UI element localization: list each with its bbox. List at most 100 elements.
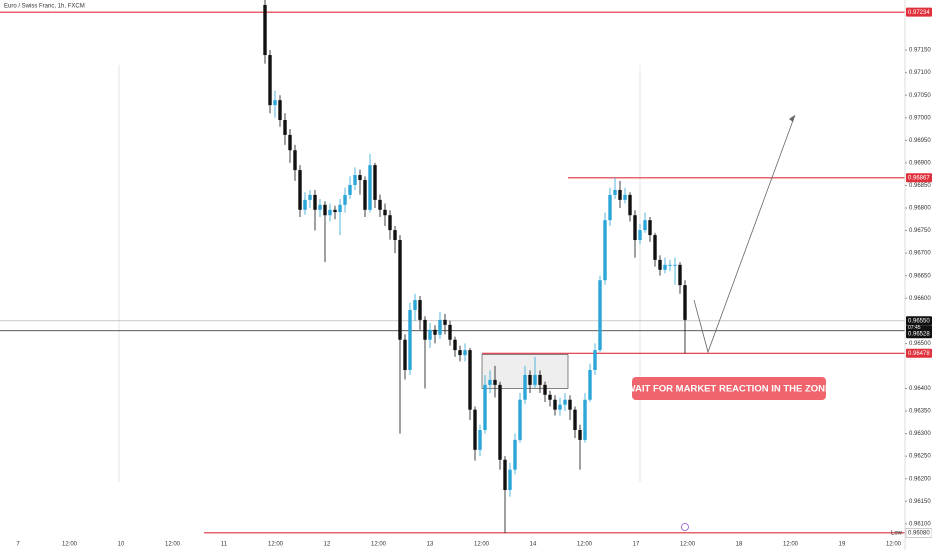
- candle-body: [588, 369, 592, 400]
- candle-body: [358, 175, 362, 181]
- candle-body: [643, 220, 647, 231]
- level-label: 0.96867: [908, 175, 930, 181]
- candle-body: [663, 264, 667, 270]
- y-tick-label: 0.97000: [909, 115, 931, 121]
- y-tick-label: 0.96100: [909, 521, 931, 527]
- candle-body: [673, 264, 677, 266]
- candle-body: [658, 259, 662, 270]
- candle-body: [548, 394, 552, 400]
- candle-body: [618, 189, 622, 200]
- low-caption: Low: [891, 530, 903, 536]
- candle-body: [448, 324, 452, 340]
- x-tick-label: 11: [221, 542, 228, 548]
- candle-body: [473, 409, 477, 450]
- level-label: 0.97234: [908, 10, 930, 16]
- y-tick-label: 0.96300: [909, 431, 931, 437]
- candle-body: [528, 374, 532, 385]
- y-tick-label: 0.96950: [909, 138, 931, 144]
- y-tick-label: 0.96250: [909, 454, 931, 460]
- candle-body: [613, 189, 617, 195]
- candle-body: [488, 379, 492, 385]
- candle-body: [578, 429, 582, 440]
- candle-body: [283, 120, 287, 135]
- low-label: 0.96080: [908, 530, 930, 536]
- candle-body: [483, 384, 487, 430]
- candle-body: [598, 280, 602, 351]
- candle-body: [413, 300, 417, 310]
- arrow-head: [789, 115, 795, 122]
- candle-body: [433, 329, 437, 335]
- last-price-label-box: [906, 316, 932, 326]
- annotation-text: WAIT FOR MARKET REACTION IN THE ZONE: [627, 384, 832, 395]
- candle-body: [288, 134, 292, 151]
- y-tick-label: 0.96350: [909, 409, 931, 415]
- countdown: 07:45: [908, 325, 921, 331]
- candle-body: [553, 399, 557, 410]
- candle-body: [508, 469, 512, 490]
- candle-body: [333, 209, 337, 213]
- candle-body: [523, 374, 527, 400]
- projection-arrow: [693, 114, 796, 354]
- candle-body: [493, 379, 497, 385]
- candle-body: [423, 319, 427, 340]
- candles-layer: [263, 0, 687, 533]
- y-tick-label: 0.96750: [909, 228, 931, 234]
- candle-body: [628, 194, 632, 216]
- candle-body: [453, 339, 457, 351]
- candle-body: [318, 204, 322, 210]
- x-tick-label: 12:00: [371, 542, 387, 548]
- candle-body: [653, 235, 657, 260]
- candle-body: [313, 194, 317, 210]
- candle-body: [328, 209, 332, 216]
- candle-body: [373, 165, 377, 200]
- candle-body: [668, 264, 672, 266]
- candle-body: [558, 404, 562, 410]
- x-tick-label: 18: [736, 542, 743, 548]
- candle-body: [278, 100, 282, 121]
- candle-body: [383, 209, 387, 216]
- y-tick-label: 0.96850: [909, 183, 931, 189]
- low-box: [905, 528, 932, 538]
- prev-close-label-box: [906, 329, 932, 339]
- x-tick-label: 14: [530, 542, 537, 548]
- level-label-box: [906, 348, 932, 358]
- candle-body: [468, 350, 472, 410]
- y-tick-label: 0.96400: [909, 386, 931, 392]
- candle-body: [638, 230, 642, 241]
- x-tick-label: 12:00: [165, 542, 181, 548]
- candle-body: [513, 439, 517, 470]
- y-tick-label: 0.96500: [909, 341, 931, 347]
- candle-body: [293, 150, 297, 171]
- y-tick-label: 0.97100: [909, 70, 931, 76]
- candle-body: [308, 194, 312, 200]
- candle-body: [573, 409, 577, 430]
- candle-body: [563, 399, 567, 405]
- candle-body: [498, 384, 502, 460]
- x-tick-label: 13: [427, 542, 434, 548]
- candle-body: [623, 194, 627, 200]
- price-axis: [905, 0, 932, 550]
- candle-body: [343, 194, 347, 205]
- axis-layer: 0.96100 0.96150 0.96200 0.96250 0.96300 0.963…: [16, 0, 932, 550]
- x-tick-label: 10: [118, 542, 125, 548]
- candle-body: [363, 180, 367, 210]
- x-tick-label: 12:00: [680, 542, 696, 548]
- candle-body: [518, 399, 522, 440]
- candle-body: [368, 165, 372, 210]
- level-label-box: [906, 7, 932, 17]
- x-tick-label: 12:00: [886, 542, 902, 548]
- candle-body: [408, 309, 412, 370]
- candle-body: [463, 350, 467, 356]
- candle-body: [398, 240, 402, 340]
- last-price-label: 0.96550: [908, 318, 930, 324]
- candle-body: [568, 399, 572, 410]
- x-tick-label: 12:00: [62, 542, 78, 548]
- symbol-title: Euro / Swiss Franc, 1h, FXCM: [4, 4, 85, 10]
- y-tick-label: 0.96900: [909, 160, 931, 166]
- candle-body: [648, 220, 652, 236]
- candle-body: [418, 300, 422, 320]
- y-tick-label: 0.96800: [909, 206, 931, 212]
- candle-body: [338, 204, 342, 213]
- candle-body: [348, 184, 352, 195]
